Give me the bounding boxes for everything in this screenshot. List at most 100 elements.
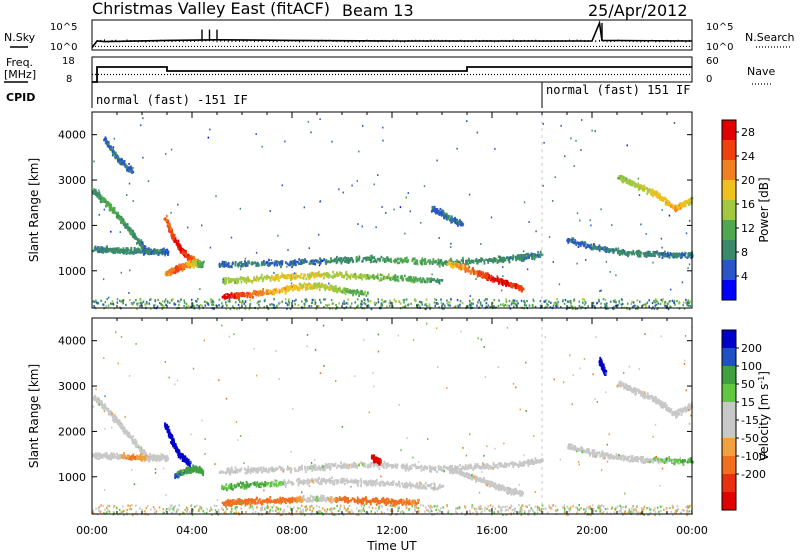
heatmap-cell xyxy=(180,249,182,253)
heatmap-cell xyxy=(230,265,233,268)
heatmap-cell xyxy=(356,289,358,292)
heatmap-cell xyxy=(668,214,671,217)
heatmap-cell xyxy=(124,163,127,166)
heatmap-cell xyxy=(660,196,662,199)
heatmap-cell xyxy=(637,511,639,514)
heatmap-cell xyxy=(234,301,237,304)
heatmap-cell xyxy=(253,292,255,296)
heatmap-cell xyxy=(403,298,406,302)
heatmap-cell xyxy=(373,277,376,280)
heatmap-cell xyxy=(436,263,439,266)
heatmap-cell xyxy=(574,306,576,309)
heatmap-cell xyxy=(111,249,114,253)
heatmap-cell xyxy=(256,290,258,294)
heatmap-cell xyxy=(347,259,350,262)
heatmap-cell xyxy=(237,303,240,306)
heatmap-cell xyxy=(180,298,182,301)
heatmap-cell xyxy=(478,270,481,273)
heatmap-cell xyxy=(460,259,463,262)
heatmap-cell xyxy=(651,302,654,305)
heatmap-cell xyxy=(285,261,287,264)
heatmap-cell xyxy=(286,265,288,268)
heatmap-cell xyxy=(654,301,656,304)
heatmap-cell xyxy=(486,306,489,309)
heatmap-cell xyxy=(263,306,266,309)
heatmap-cell xyxy=(611,506,614,509)
heatmap-cell xyxy=(336,255,338,259)
heatmap-cell xyxy=(392,277,394,281)
heatmap-cell xyxy=(367,305,370,308)
heatmap-cell xyxy=(131,229,134,233)
heatmap-cell xyxy=(218,304,220,307)
heatmap-cell xyxy=(494,278,497,281)
heatmap-cell xyxy=(257,293,260,296)
noise-right-label: N.Search xyxy=(745,31,795,44)
heatmap-cell xyxy=(476,274,479,278)
heatmap-cell xyxy=(276,290,278,293)
heatmap-cell xyxy=(574,238,576,242)
heatmap-cell xyxy=(361,225,363,228)
heatmap-cell xyxy=(625,177,628,181)
heatmap-cell xyxy=(291,299,294,303)
heatmap-cell xyxy=(110,247,113,251)
heatmap-cell xyxy=(604,249,607,253)
heatmap-cell xyxy=(279,289,281,292)
heatmap-cell xyxy=(111,302,113,306)
heatmap-cell xyxy=(605,307,608,310)
heatmap-cell xyxy=(310,131,312,134)
heatmap-cell xyxy=(234,264,237,267)
heatmap-cell xyxy=(187,226,189,229)
heatmap-cell xyxy=(190,260,192,264)
heatmap-cell xyxy=(339,290,342,293)
heatmap-cell xyxy=(220,302,223,305)
heatmap-cell xyxy=(368,277,370,280)
heatmap-cell xyxy=(138,302,140,305)
heatmap-cell xyxy=(450,218,453,221)
heatmap-cell xyxy=(336,290,338,294)
heatmap-cell xyxy=(195,300,198,303)
heatmap-cell xyxy=(355,292,357,296)
heatmap-cell xyxy=(318,288,321,291)
heatmap-cell xyxy=(286,284,289,288)
heatmap-cell xyxy=(346,302,348,305)
heatmap-cell xyxy=(226,293,229,296)
heatmap-cell xyxy=(172,268,174,272)
heatmap-cell xyxy=(477,301,479,304)
heatmap-cell xyxy=(425,303,427,306)
heatmap-cell xyxy=(274,262,276,266)
heatmap-cell xyxy=(452,219,454,223)
heatmap-cell xyxy=(535,230,537,233)
heatmap-cell xyxy=(590,224,592,227)
heatmap-cell xyxy=(490,259,493,263)
heatmap-cell xyxy=(164,252,166,255)
heatmap-cell xyxy=(157,252,160,255)
heatmap-cell xyxy=(449,218,451,222)
heatmap-cell xyxy=(508,304,511,307)
heatmap-cell xyxy=(448,215,451,218)
heatmap-cell xyxy=(479,301,482,304)
heatmap-cell xyxy=(688,254,691,258)
heatmap-cell xyxy=(671,504,674,507)
heatmap-cell xyxy=(686,201,689,205)
heatmap-cell xyxy=(532,306,534,309)
colorbar-swatch xyxy=(722,240,736,260)
heatmap-cell xyxy=(250,294,253,297)
heatmap-cell xyxy=(273,298,275,301)
heatmap-cell xyxy=(244,293,247,296)
colorbar-swatch xyxy=(722,280,736,300)
heatmap-cell xyxy=(460,267,463,271)
heatmap-cell xyxy=(393,298,396,301)
heatmap-cell xyxy=(584,300,587,304)
heatmap-cell xyxy=(528,304,531,307)
heatmap-cell xyxy=(570,305,572,308)
heatmap-cell xyxy=(172,298,174,301)
heatmap-cell xyxy=(267,276,270,279)
heatmap-cell xyxy=(131,251,134,254)
heatmap-cell xyxy=(378,279,381,282)
heatmap-cell xyxy=(598,249,601,252)
heatmap-cell xyxy=(661,505,663,508)
heatmap-cell xyxy=(684,204,687,208)
heatmap-cell xyxy=(227,276,230,280)
heatmap-cell xyxy=(153,304,156,307)
heatmap-cell xyxy=(439,260,442,263)
